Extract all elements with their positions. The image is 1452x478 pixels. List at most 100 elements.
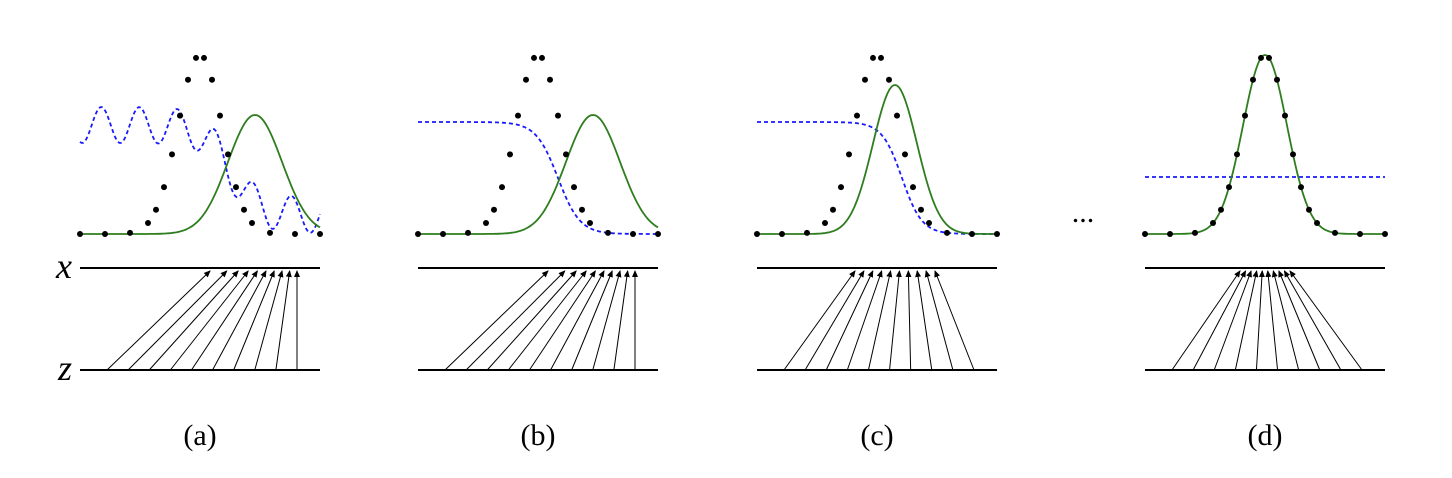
data-point <box>838 184 844 191</box>
mapping-arrow <box>825 270 874 371</box>
panel-label: (c) <box>860 419 893 452</box>
data-point <box>440 230 446 237</box>
data-point <box>1258 54 1264 61</box>
data-point <box>910 184 916 191</box>
mapping-arrow <box>1192 270 1247 371</box>
data-point <box>1382 230 1388 237</box>
data-point <box>145 220 151 227</box>
mapping-arrow <box>444 270 549 371</box>
data-point <box>555 112 561 119</box>
panel-label: (a) <box>183 419 216 452</box>
data-point <box>1226 184 1232 191</box>
data-point <box>655 230 661 237</box>
data-point <box>1290 151 1296 158</box>
data-point <box>539 54 545 61</box>
data-point <box>830 206 836 213</box>
panel-label: (d) <box>1248 419 1283 452</box>
data-point <box>605 229 611 236</box>
data-point <box>415 230 421 237</box>
data-point <box>515 112 521 119</box>
generator-curve <box>757 84 997 235</box>
data-point <box>846 151 852 158</box>
mapping-arrow <box>465 270 566 371</box>
mapping-arrow <box>915 270 933 371</box>
mapping-arrow <box>571 270 613 371</box>
mapping-arrow <box>1271 270 1300 371</box>
data-point <box>217 112 223 119</box>
mapping-arrow <box>507 270 587 371</box>
mapping-arrow <box>1283 270 1342 371</box>
discriminator-curve <box>757 121 997 235</box>
mapping-arrow <box>783 270 856 371</box>
data-point <box>862 76 868 83</box>
data-point <box>1266 54 1272 61</box>
data-point <box>969 230 975 237</box>
data-point <box>587 220 593 227</box>
data-point <box>169 151 175 158</box>
data-point <box>870 54 876 61</box>
data-point <box>878 54 884 61</box>
data-point <box>822 220 828 227</box>
data-point <box>1250 76 1256 83</box>
data-point <box>1332 229 1338 236</box>
mapping-arrow <box>1213 270 1252 371</box>
data-point <box>241 206 247 213</box>
panel-label: (b) <box>521 419 556 452</box>
data-point <box>630 230 636 237</box>
mapping-arrow <box>1234 270 1259 371</box>
generator-curve <box>80 114 321 235</box>
data-point <box>886 76 892 83</box>
data-point <box>1142 230 1148 237</box>
data-point <box>292 230 298 237</box>
data-point <box>249 220 255 227</box>
data-point <box>491 206 497 213</box>
data-point <box>1242 112 1248 119</box>
generator-curve <box>1145 54 1385 235</box>
data-point <box>233 184 239 191</box>
data-point <box>523 76 529 83</box>
z-axis-label: z <box>57 348 72 388</box>
data-point <box>177 112 183 119</box>
mapping-arrow <box>1171 270 1241 371</box>
data-point <box>267 229 273 236</box>
data-point <box>854 112 860 119</box>
data-point <box>161 184 167 191</box>
discriminator-curve <box>79 106 321 234</box>
mapping-arrow <box>191 270 258 371</box>
data-point <box>201 54 207 61</box>
mapping-arrow <box>212 270 267 371</box>
data-point <box>779 230 785 237</box>
mapping-arrow <box>254 270 284 371</box>
ellipsis: ... <box>1072 196 1095 229</box>
data-point <box>754 230 760 237</box>
mapping-arrow <box>905 270 912 371</box>
data-point <box>1234 151 1240 158</box>
data-point <box>563 151 569 158</box>
mapping-arrow <box>1278 270 1321 371</box>
mapping-arrow <box>275 270 292 371</box>
data-point <box>531 54 537 61</box>
mapping-arrow <box>924 270 954 371</box>
mapping-arrow <box>550 270 605 371</box>
data-point <box>193 54 199 61</box>
data-point <box>499 184 505 191</box>
mapping-arrow <box>529 270 596 371</box>
data-point <box>483 220 489 227</box>
mapping-arrow <box>106 270 211 371</box>
data-point <box>1274 76 1280 83</box>
mapping-arrow <box>889 270 902 371</box>
data-point <box>127 229 133 236</box>
data-point <box>1218 206 1224 213</box>
data-point <box>1314 220 1320 227</box>
mapping-arrow <box>486 270 577 371</box>
x-axis-label: x <box>55 246 72 286</box>
data-point <box>1167 230 1173 237</box>
data-point <box>994 230 1000 237</box>
data-point <box>1192 229 1198 236</box>
data-point <box>944 229 950 236</box>
mapping-arrow <box>127 270 228 371</box>
data-point <box>209 76 215 83</box>
data-point <box>153 206 159 213</box>
generator-curve <box>418 114 659 235</box>
data-point <box>579 206 585 213</box>
